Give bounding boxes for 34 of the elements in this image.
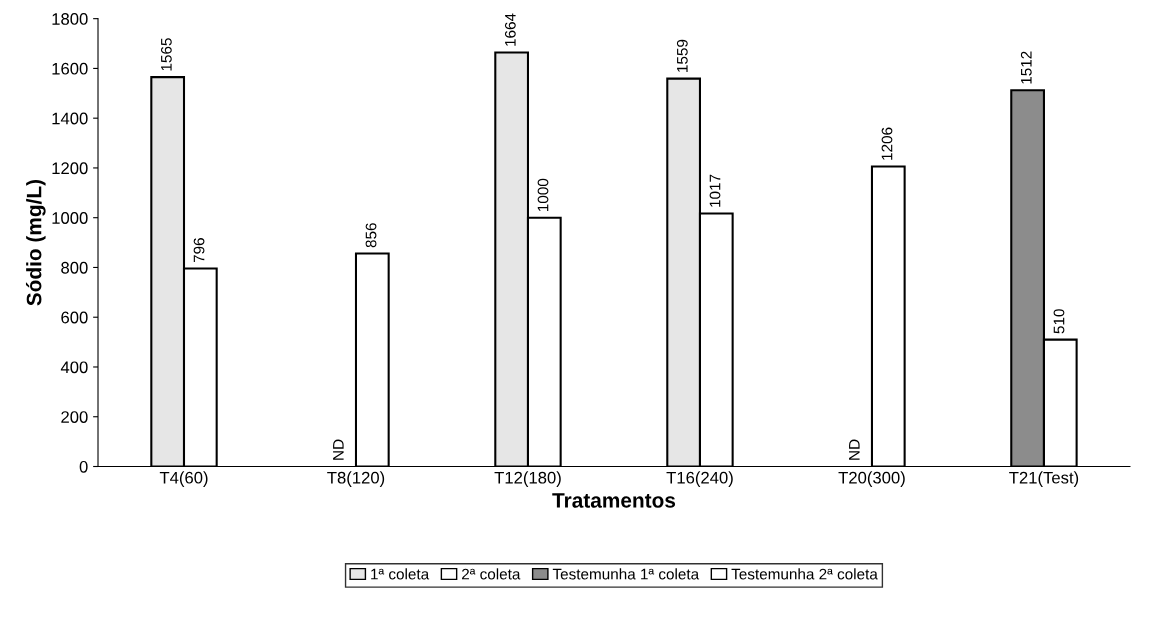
x-tick-label: T20(300) — [838, 471, 905, 487]
x-tick-label: T21(Test) — [1009, 471, 1079, 487]
y-tick-label: 1600 — [52, 62, 88, 75]
legend-label: Testemunha 1ª coleta — [552, 568, 700, 580]
x-tick-label: T12(180) — [494, 471, 561, 487]
data-label: 510 — [1053, 309, 1065, 334]
annotation: ND — [849, 439, 860, 460]
data-label: 1017 — [709, 174, 721, 207]
data-label: 1664 — [504, 13, 516, 46]
y-tick-label: 1200 — [52, 162, 88, 175]
legend-label: Testemunha 2ª coleta — [731, 568, 878, 580]
data-label: 1559 — [676, 39, 688, 72]
x-tick-label: T4(60) — [159, 471, 208, 487]
y-axis-title: Sódio (mg/L) — [25, 179, 46, 306]
legend-label: 1ª coleta — [371, 568, 430, 580]
data-label: 1000 — [537, 178, 549, 211]
data-label: 796 — [193, 238, 205, 263]
y-tick-label: 1400 — [52, 112, 88, 125]
data-label: 1206 — [881, 127, 893, 160]
y-tick-label: 400 — [60, 361, 88, 374]
annotation: ND — [333, 439, 344, 460]
data-label: 1565 — [160, 38, 172, 71]
y-tick-label: 0 — [79, 460, 88, 473]
x-tick-label: T8(120) — [327, 471, 385, 487]
y-tick-label: 800 — [61, 261, 88, 274]
data-label: 856 — [365, 223, 377, 248]
y-tick-label: 600 — [61, 311, 88, 324]
y-tick-label: 1800 — [52, 13, 88, 25]
legend-label: 2ª coleta — [462, 568, 521, 580]
x-axis-title: Tratamentos — [552, 493, 676, 508]
data-label: 1512 — [1020, 51, 1032, 84]
y-tick-label: 1000 — [52, 212, 88, 224]
x-tick-label: T16(240) — [666, 471, 733, 487]
y-tick-label: 200 — [61, 411, 88, 423]
